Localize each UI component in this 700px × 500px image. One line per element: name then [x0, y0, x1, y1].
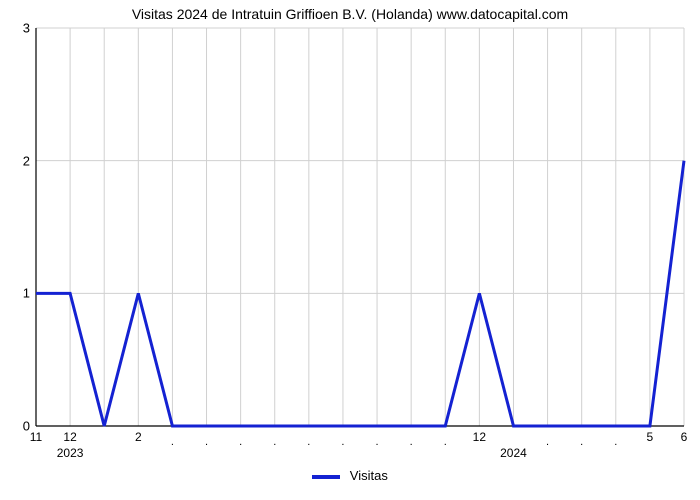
y-tick-label: 1: [23, 286, 30, 301]
x-tick-dot: .: [410, 436, 413, 448]
x-tick-label: 11: [30, 430, 42, 444]
x-tick-dot: .: [273, 436, 276, 448]
x-tick-label: 12: [473, 430, 486, 444]
x-tick-dot: .: [341, 436, 344, 448]
y-tick-label: 3: [23, 21, 30, 36]
x-tick-label: 5: [647, 430, 654, 444]
plot-area: 0123111221256............20232024: [36, 28, 684, 426]
x-tick-label: 6: [681, 430, 688, 444]
chart-container: Visitas 2024 de Intratuin Griffioen B.V.…: [0, 0, 700, 500]
legend-swatch: [312, 475, 340, 479]
x-tick-label: 2: [135, 430, 142, 444]
x-tick-dot: .: [205, 436, 208, 448]
y-tick-label: 2: [23, 153, 30, 168]
x-tick-dot: .: [239, 436, 242, 448]
x-tick-dot: .: [546, 436, 549, 448]
x-tick-dot: .: [376, 436, 379, 448]
plot-svg: [36, 28, 684, 426]
x-tick-dot: .: [580, 436, 583, 448]
legend-label: Visitas: [350, 468, 388, 483]
x-tick-dot: .: [171, 436, 174, 448]
x-tick-dot: .: [614, 436, 617, 448]
x-tick-dot: .: [307, 436, 310, 448]
x-tick-label: 12: [63, 430, 76, 444]
x-tick-year-label: 2024: [500, 446, 527, 460]
x-tick-year-label: 2023: [57, 446, 84, 460]
chart-title: Visitas 2024 de Intratuin Griffioen B.V.…: [0, 6, 700, 22]
x-tick-dot: .: [444, 436, 447, 448]
legend: Visitas: [0, 468, 700, 483]
